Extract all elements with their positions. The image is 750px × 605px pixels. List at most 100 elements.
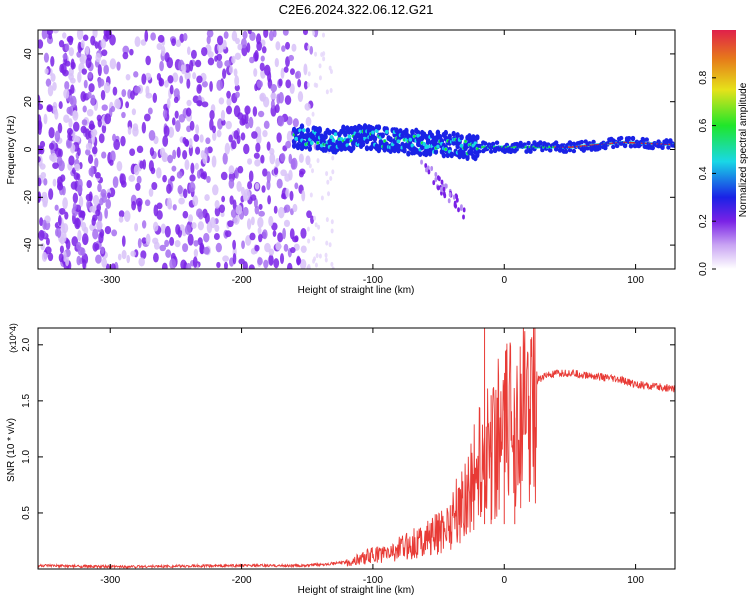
noise-blob: [98, 78, 105, 87]
signal-outer: [477, 149, 482, 154]
noise-blob: [81, 233, 89, 246]
noise-blob: [85, 128, 90, 140]
signal-outer: [406, 150, 411, 157]
noise-blob: [175, 224, 181, 235]
noise-blob: [91, 146, 98, 155]
noise-blob: [257, 110, 265, 118]
noise-blob: [240, 37, 247, 49]
noise-blob: [249, 56, 255, 64]
noise-blob: [283, 243, 289, 252]
noise-blob: [95, 209, 101, 217]
noise-blob: [52, 107, 58, 116]
signal-outer: [447, 133, 452, 140]
noise-fringe: [325, 217, 329, 223]
signal-outer: [396, 147, 401, 154]
noise-blob: [235, 204, 243, 215]
noise-blob: [135, 182, 141, 191]
noise-fringe: [309, 192, 313, 198]
snr-ytick-label: 2.0: [21, 337, 32, 351]
noise-blob: [38, 120, 43, 131]
noise-blob: [147, 107, 153, 115]
noise-blob: [116, 61, 121, 71]
noise-fringe: [331, 169, 335, 175]
noise-blob: [57, 122, 63, 134]
signal-outer: [471, 134, 476, 141]
noise-blob: [285, 188, 290, 198]
noise-blob: [41, 30, 47, 40]
signal-outer: [628, 144, 634, 149]
noise-blob: [206, 221, 213, 234]
noise-blob: [63, 88, 70, 99]
noise-blob: [228, 178, 235, 189]
signal-outer: [548, 148, 553, 153]
heatmap-ytick-label: 0: [23, 146, 34, 152]
snr-ytick-label: 0.5: [21, 506, 32, 520]
noise-blob: [235, 91, 240, 98]
signal-outer: [299, 123, 305, 130]
noise-blob: [153, 252, 159, 263]
noise-blob: [50, 73, 56, 82]
noise-blob: [125, 73, 131, 81]
noise-blob: [268, 248, 275, 256]
noise-blob: [143, 113, 151, 122]
snr-ytick-label: 1.0: [21, 450, 32, 464]
noise-blob: [252, 106, 258, 117]
noise-blob: [253, 68, 258, 77]
noise-blob: [121, 235, 126, 247]
noise-blob: [112, 176, 119, 188]
noise-blob: [151, 181, 158, 191]
noise-fringe: [331, 266, 335, 269]
signal-outer: [618, 135, 624, 141]
noise-blob: [85, 149, 91, 156]
noise-fringe: [316, 158, 320, 164]
noise-blob: [231, 140, 237, 150]
noise-blob: [233, 130, 239, 140]
noise-blob: [98, 232, 104, 244]
noise-fringe: [311, 168, 315, 174]
noise-blob: [77, 246, 85, 256]
noise-fringe: [307, 71, 311, 77]
signal-outer: [650, 145, 655, 150]
noise-blob: [166, 57, 174, 69]
noise-fringe: [312, 258, 316, 264]
noise-blob: [301, 190, 306, 202]
noise-blob: [285, 41, 290, 50]
noise-blob: [72, 192, 79, 204]
noise-blob: [87, 91, 92, 99]
signal-tail: [454, 203, 458, 209]
noise-blob: [261, 46, 267, 54]
signal-mid: [375, 129, 379, 134]
noise-blob: [283, 204, 291, 213]
signal-outer: [591, 139, 596, 145]
signal-mid: [422, 142, 426, 147]
noise-blob: [129, 148, 136, 156]
noise-blob: [171, 165, 177, 172]
signal-outer: [459, 134, 464, 141]
noise-blob: [192, 195, 199, 207]
noise-blob: [76, 184, 83, 194]
noise-blob: [285, 79, 292, 89]
noise-blob: [156, 73, 162, 81]
noise-blob: [257, 217, 264, 229]
noise-blob: [130, 250, 136, 257]
noise-blob: [86, 108, 94, 117]
noise-blob: [140, 39, 147, 46]
noise-blob: [180, 64, 185, 72]
noise-blob: [100, 246, 105, 255]
noise-blob: [69, 97, 74, 105]
noise-blob: [280, 67, 285, 79]
noise-blob: [85, 45, 90, 55]
noise-blob: [272, 230, 277, 237]
noise-blob: [185, 107, 192, 117]
noise-blob: [134, 86, 141, 94]
signal-outer: [579, 139, 584, 145]
noise-blob: [133, 164, 140, 176]
colorbar-gradient: [712, 30, 736, 269]
noise-blob: [186, 46, 191, 56]
noise-blob: [180, 259, 187, 269]
noise-blob: [76, 30, 84, 40]
noise-blob: [73, 172, 79, 181]
noise-blob: [218, 97, 225, 105]
noise-blob: [242, 261, 248, 269]
noise-blob: [273, 205, 278, 214]
